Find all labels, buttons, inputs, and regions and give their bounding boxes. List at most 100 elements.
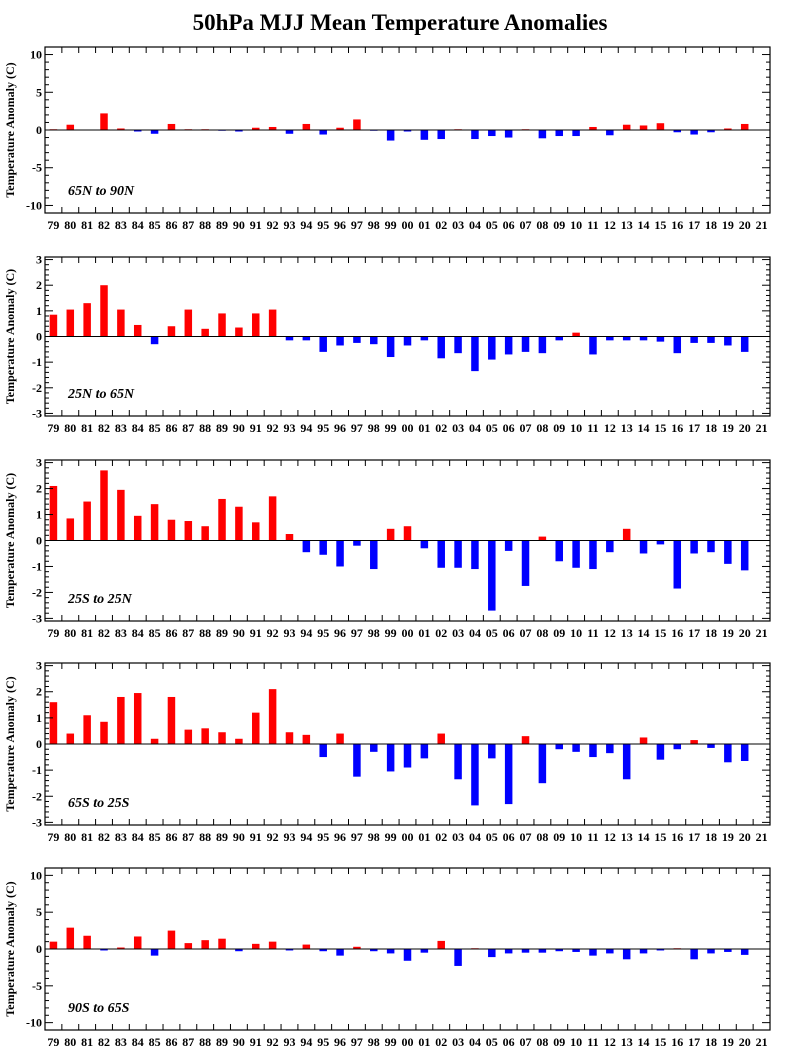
x-tick-label: 87 — [182, 1035, 194, 1049]
x-tick-label: 98 — [368, 626, 380, 640]
bar-84 — [133, 936, 142, 949]
x-tick-label: 79 — [47, 218, 59, 232]
x-tick-label: 79 — [47, 1035, 59, 1049]
x-tick-label: 05 — [486, 421, 498, 435]
x-tick-label: 95 — [317, 218, 329, 232]
x-tick-label: 90 — [233, 830, 245, 844]
x-tick-label: 07 — [520, 1035, 532, 1049]
x-tick-label: 79 — [47, 830, 59, 844]
bar-20 — [740, 123, 749, 130]
bar-02 — [437, 940, 445, 949]
y-tick-label: 0 — [36, 737, 42, 751]
x-tick-label: 14 — [638, 626, 650, 640]
x-tick-label: 93 — [283, 421, 295, 435]
x-tick-label: 03 — [452, 830, 464, 844]
bar-02 — [437, 336, 445, 359]
x-tick-label: 15 — [654, 1035, 666, 1049]
bar-85 — [150, 336, 159, 345]
bar-83 — [117, 489, 125, 541]
bar-82 — [100, 470, 108, 541]
x-tick-label: 19 — [722, 1035, 734, 1049]
bar-96 — [336, 127, 344, 130]
bar-02 — [437, 130, 445, 140]
bar-00 — [403, 130, 412, 132]
x-tick-label: 02 — [435, 421, 447, 435]
bar-93 — [285, 949, 294, 951]
x-tick-label: 18 — [705, 218, 717, 232]
x-tick-label: 13 — [621, 626, 633, 640]
x-tick-label: 97 — [351, 1035, 363, 1049]
y-tick-label: -3 — [32, 815, 42, 829]
bar-84 — [133, 693, 142, 744]
bar-01 — [420, 744, 429, 759]
bar-19 — [724, 949, 732, 952]
y-tick-label: 5 — [36, 905, 42, 919]
bar-85 — [150, 504, 159, 541]
bar-81 — [83, 715, 91, 744]
bar-94 — [302, 123, 311, 130]
bar-80 — [66, 124, 75, 130]
bar-80 — [66, 733, 75, 744]
bar-06 — [504, 949, 513, 954]
bar-01 — [420, 130, 429, 140]
x-tick-label: 95 — [317, 1035, 329, 1049]
bar-83 — [117, 947, 125, 949]
y-tick-label: -3 — [32, 406, 42, 420]
x-tick-label: 92 — [267, 218, 279, 232]
x-tick-label: 14 — [638, 421, 650, 435]
x-tick-label: 07 — [520, 626, 532, 640]
x-tick-label: 98 — [368, 830, 380, 844]
bar-10 — [572, 949, 580, 952]
x-tick-label: 12 — [604, 830, 616, 844]
bar-83 — [117, 696, 125, 744]
bar-79 — [49, 485, 58, 541]
x-tick-label: 04 — [469, 830, 481, 844]
x-tick-label: 89 — [216, 218, 228, 232]
x-tick-label: 17 — [688, 218, 700, 232]
x-tick-label: 21 — [756, 218, 768, 232]
region-label: 65S to 25S — [68, 796, 130, 811]
x-tick-label: 15 — [654, 830, 666, 844]
y-tick-label: -5 — [32, 979, 42, 993]
bar-03 — [454, 540, 462, 568]
bar-11 — [589, 949, 597, 956]
x-tick-label: 85 — [149, 421, 161, 435]
bar-86 — [167, 326, 176, 337]
bar-97 — [353, 540, 361, 546]
bar-10 — [572, 332, 580, 337]
bar-14 — [639, 737, 648, 744]
x-tick-label: 21 — [756, 421, 768, 435]
bar-16 — [673, 540, 682, 589]
bar-11 — [589, 126, 597, 130]
x-ticks — [44, 868, 771, 1030]
bar-16 — [673, 130, 682, 133]
y-tick-label: -10 — [26, 198, 42, 212]
x-tick-label: 97 — [351, 218, 363, 232]
bar-03 — [454, 949, 462, 966]
x-tick-label: 21 — [756, 830, 768, 844]
x-tick-label: 15 — [654, 421, 666, 435]
y-tick-label: -5 — [32, 161, 42, 175]
bar-14 — [639, 949, 648, 954]
bar-88 — [201, 328, 209, 337]
x-tick-label: 91 — [250, 218, 262, 232]
bar-15 — [656, 949, 665, 951]
bar-95 — [319, 949, 327, 952]
x-tick-label: 00 — [402, 421, 414, 435]
bar-19 — [724, 540, 732, 564]
x-tick-label: 06 — [503, 830, 515, 844]
bar-18 — [707, 540, 715, 553]
x-tick-label: 94 — [300, 830, 312, 844]
y-tick-label: -10 — [26, 1016, 42, 1030]
bar-97 — [353, 119, 361, 130]
region-label: 90S to 65S — [68, 1001, 130, 1016]
bar-19 — [724, 336, 732, 346]
bar-86 — [167, 519, 176, 541]
x-tick-label: 19 — [722, 830, 734, 844]
x-tick-label: 01 — [418, 421, 430, 435]
x-tick-label: 20 — [739, 830, 751, 844]
y-tick-label: 3 — [36, 456, 42, 470]
bar-18 — [707, 130, 715, 133]
x-tick-label: 20 — [739, 421, 751, 435]
